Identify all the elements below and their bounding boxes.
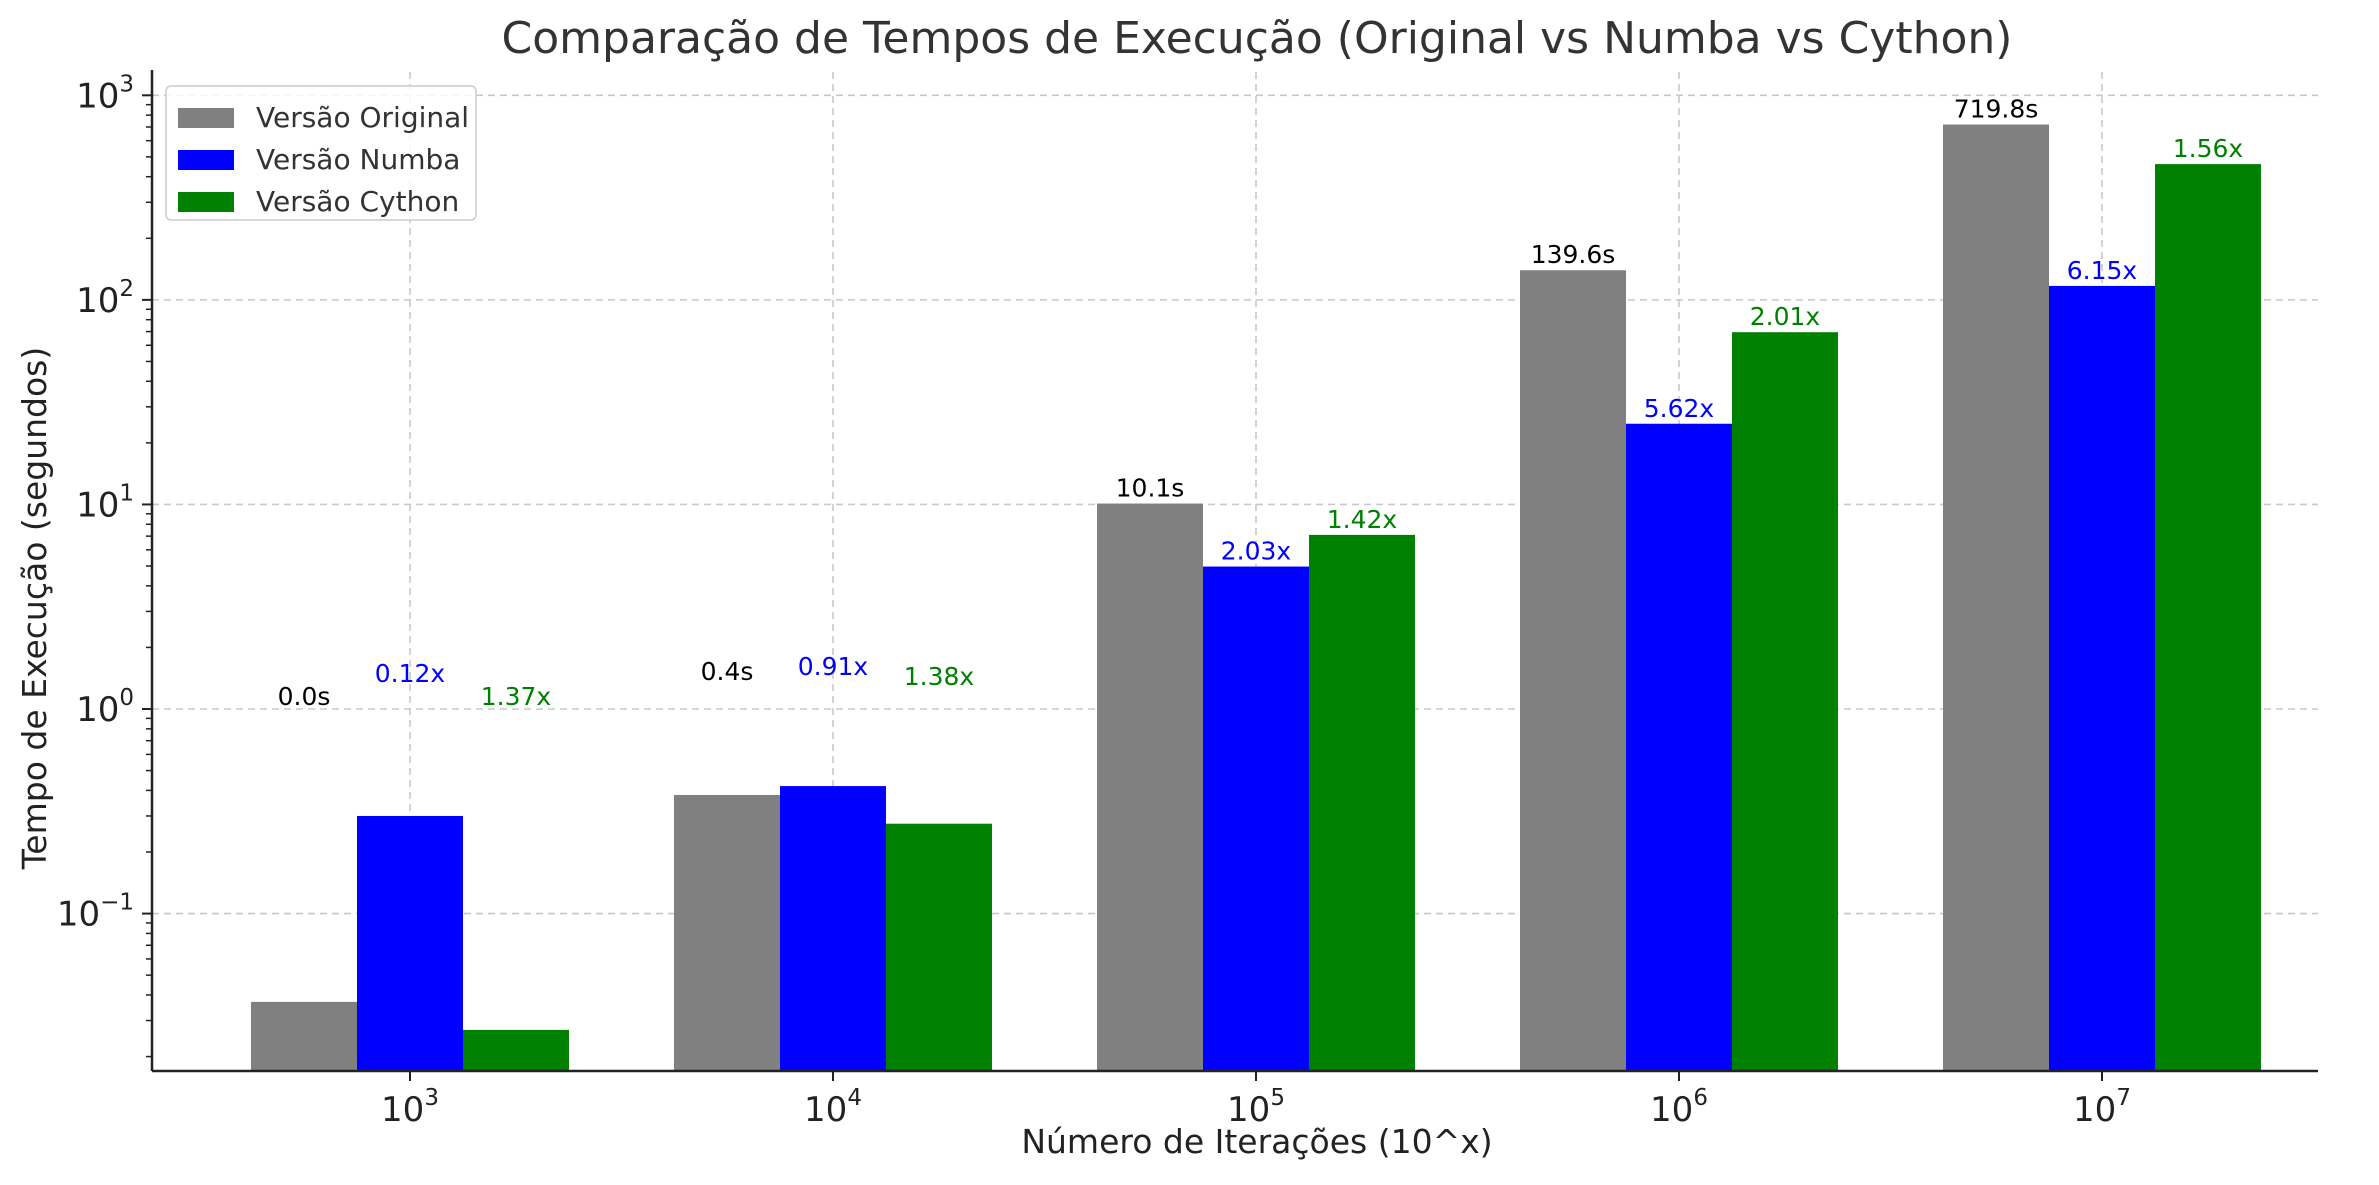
bar-data-label: 1.37x	[481, 682, 551, 711]
legend-swatch	[178, 150, 234, 170]
y-tick-label: 101	[76, 480, 134, 525]
bar-data-label: 0.4s	[701, 657, 754, 686]
y-tick-label: 102	[76, 276, 134, 321]
y-tick-label: 100	[76, 685, 134, 730]
bar-data-label: 0.12x	[375, 659, 445, 688]
legend-entry-label: Versão Original	[256, 101, 469, 134]
bar	[2155, 164, 2261, 1072]
axes: 10−1 100 101 102 103 103 104 105 106 107	[57, 70, 2318, 1130]
x-axis-label: Número de Iterações (10^x)	[1021, 1122, 1492, 1161]
bar-data-label: 1.38x	[904, 662, 974, 691]
legend-swatch	[178, 108, 234, 128]
bar	[1626, 423, 1732, 1071]
bar-data-label: 719.8s	[1954, 95, 2039, 124]
chart-title: Comparação de Tempos de Execução (Origin…	[502, 13, 2013, 64]
bar	[1309, 534, 1415, 1071]
bar-labels: 0.0s 0.4s 10.1s 139.6s 719.8s 0.12x 0.91x 2.03x…	[278, 95, 2244, 711]
x-tick-label: 103	[381, 1085, 439, 1130]
x-tick-label: 107	[2073, 1085, 2131, 1130]
bar-data-label: 139.6s	[1531, 240, 1616, 269]
bars	[251, 124, 2261, 1072]
bar-data-label: 1.42x	[1327, 505, 1397, 534]
legend-entry-label: Versão Cython	[256, 185, 459, 218]
bar	[2049, 285, 2155, 1071]
bar	[886, 823, 992, 1071]
bar-data-label: 0.0s	[278, 682, 331, 711]
bar-data-label: 2.03x	[1221, 537, 1291, 566]
legend: Versão Original Versão Numba Versão Cython	[165, 85, 477, 221]
bar	[251, 1001, 357, 1071]
bar	[674, 794, 780, 1071]
bar	[463, 1029, 569, 1071]
y-tick-label: 103	[76, 71, 134, 116]
legend-entry-label: Versão Numba	[256, 143, 460, 176]
bar-data-label: 5.62x	[1644, 394, 1714, 423]
bar-data-label: 10.1s	[1116, 474, 1185, 503]
bar-data-label: 0.91x	[798, 652, 868, 681]
x-tick-label: 105	[1227, 1085, 1285, 1130]
bar	[1732, 332, 1838, 1071]
x-tick-label: 106	[1650, 1085, 1708, 1130]
x-tick-label: 104	[804, 1085, 862, 1130]
bar	[357, 815, 463, 1071]
bar	[1097, 503, 1203, 1072]
bar	[1520, 270, 1626, 1071]
bar	[1943, 124, 2049, 1072]
bar-data-label: 6.15x	[2067, 256, 2137, 285]
bar-data-label: 1.56x	[2173, 134, 2243, 163]
legend-swatch	[178, 192, 234, 212]
bar-data-label: 2.01x	[1750, 302, 1820, 331]
y-axis-label: Tempo de Execução (segundos)	[15, 347, 54, 871]
y-tick-label: 10−1	[57, 890, 134, 935]
bar	[1203, 566, 1309, 1071]
bar	[780, 786, 886, 1071]
legend-box	[165, 85, 477, 221]
